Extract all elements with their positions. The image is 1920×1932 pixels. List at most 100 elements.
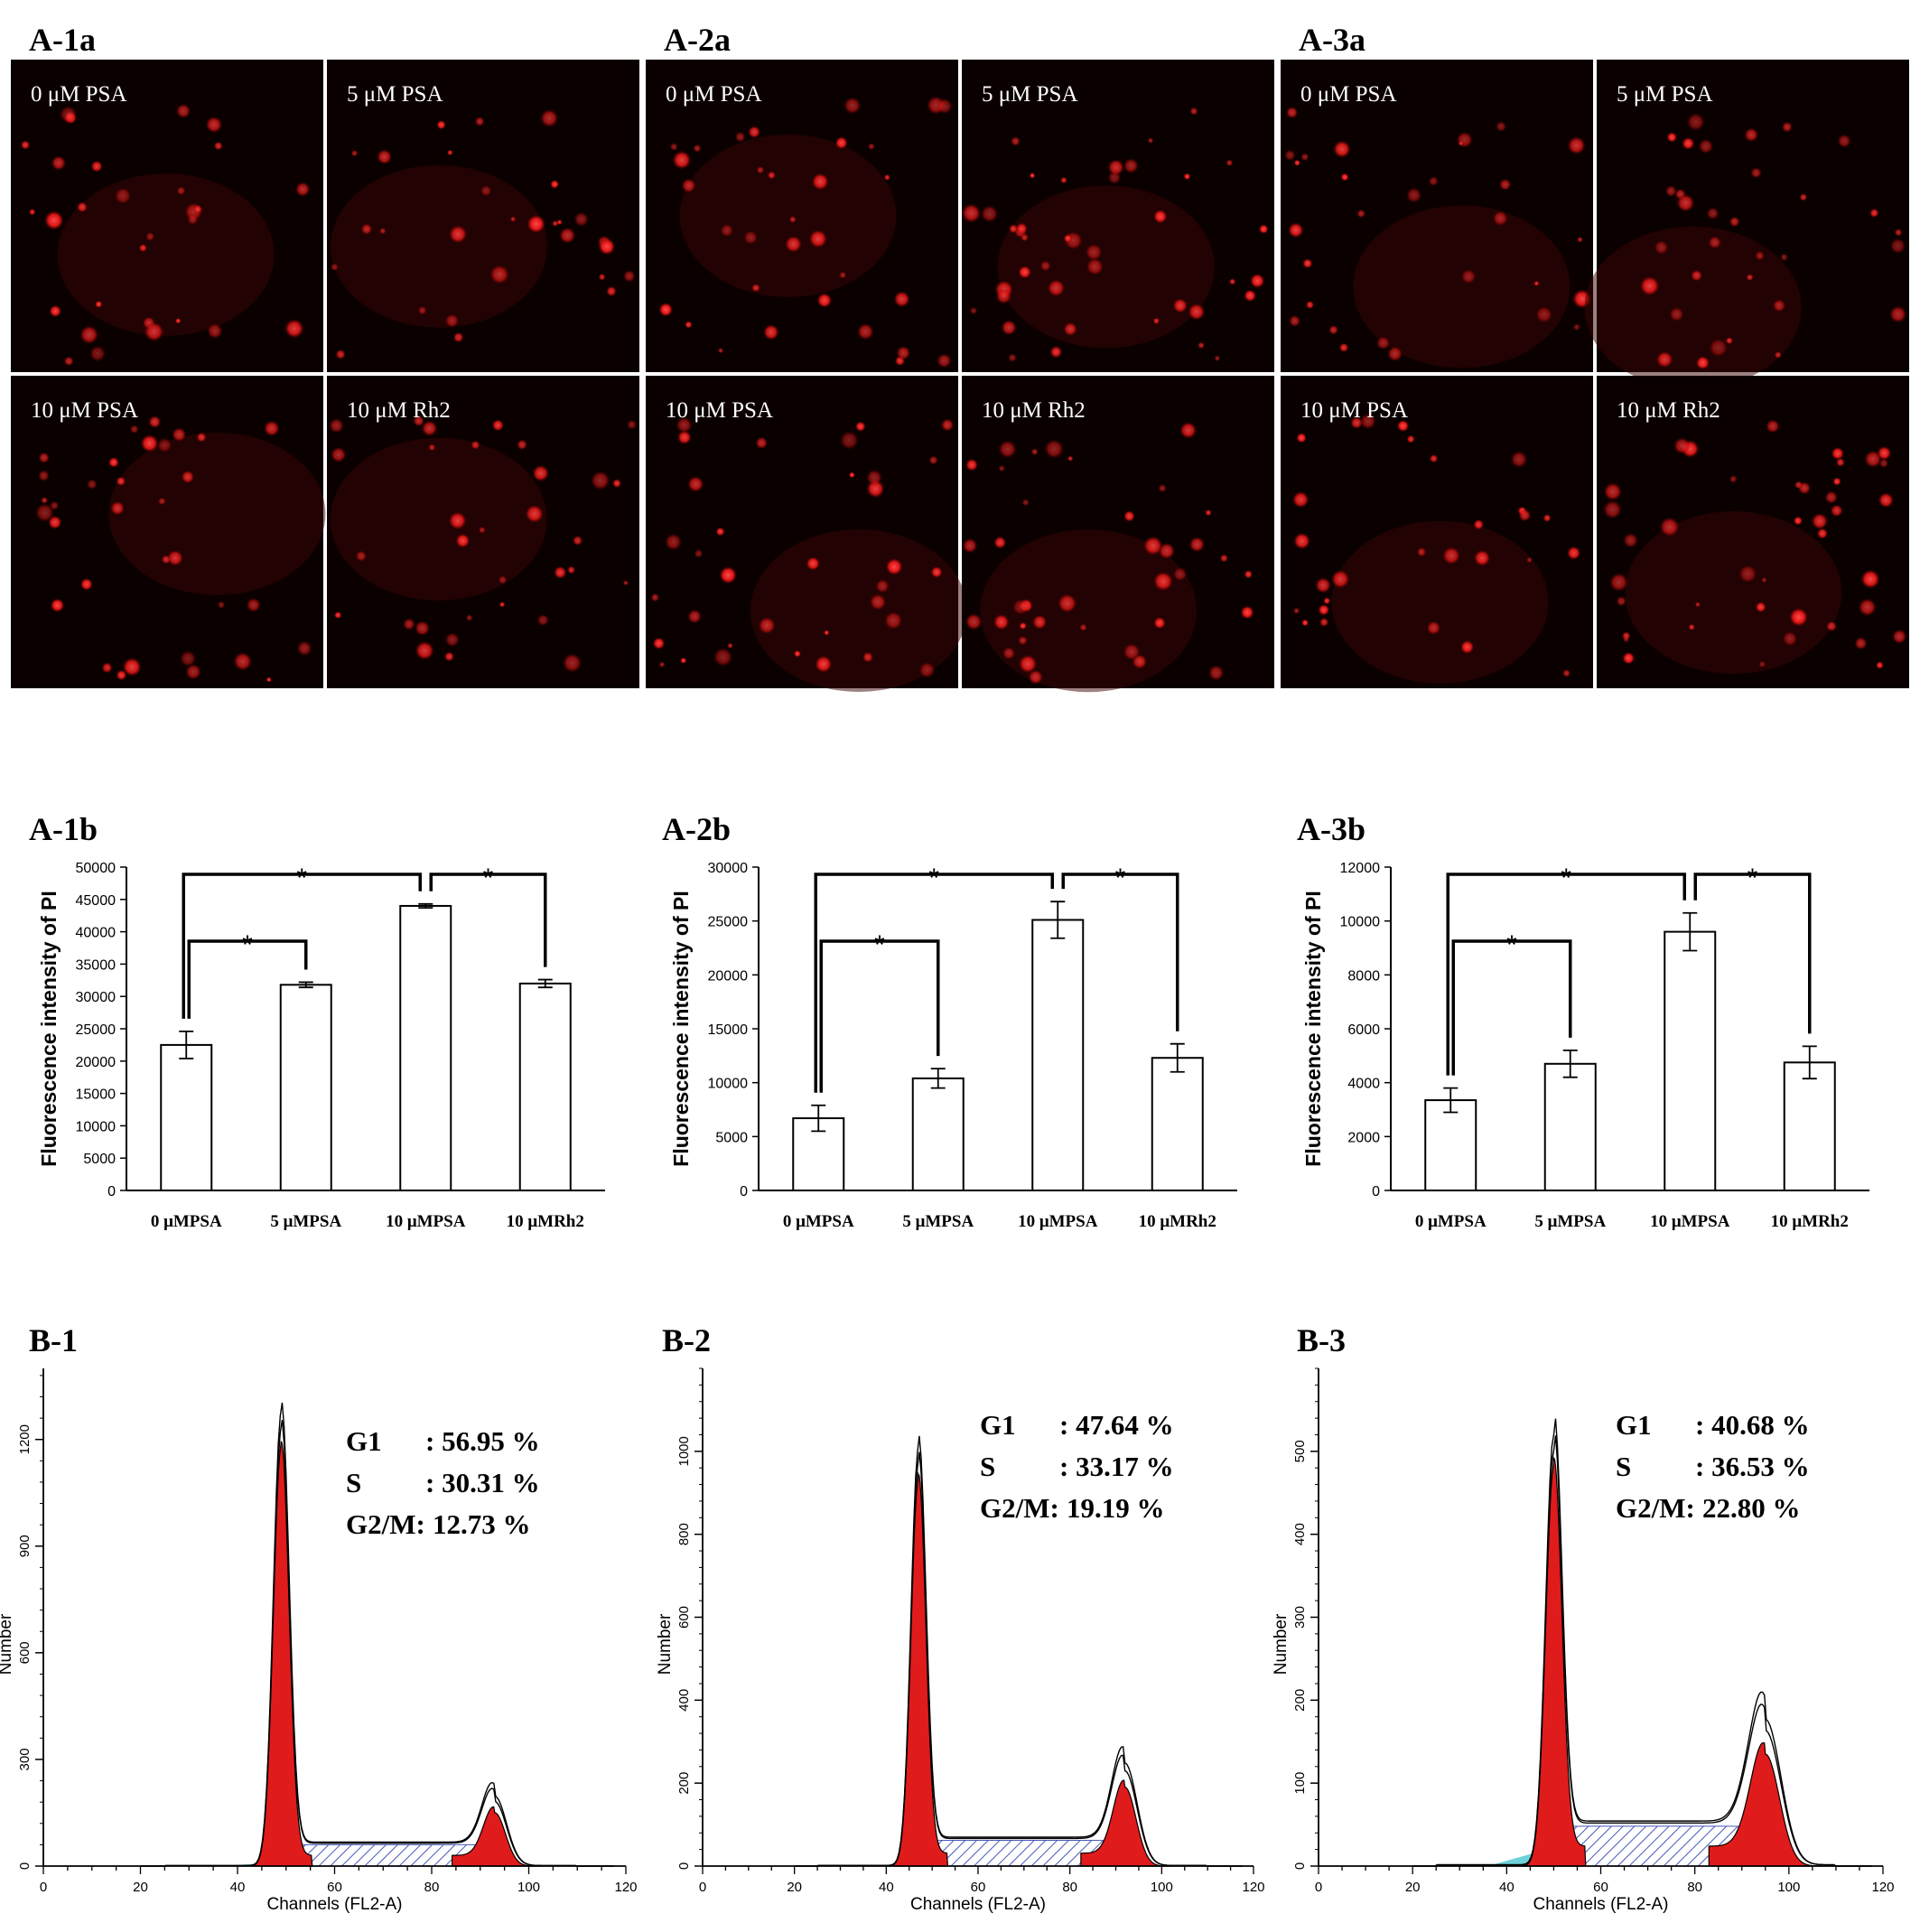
significance-bracket bbox=[182, 873, 422, 1019]
y-tick-label: 0 bbox=[740, 1184, 748, 1199]
histogram-outline bbox=[140, 1402, 615, 1867]
fluorescent-cell bbox=[883, 173, 890, 181]
fluorescent-cell bbox=[480, 184, 492, 197]
x-tick-label: 10 μMRh2 bbox=[1139, 1212, 1216, 1231]
fluorescent-cell bbox=[1826, 621, 1837, 632]
significance-star: * bbox=[1748, 863, 1758, 893]
x-tick-label: 0 μMPSA bbox=[783, 1212, 854, 1231]
fluorescent-cell bbox=[335, 349, 346, 359]
x-tick-label: 0 μMPSA bbox=[151, 1212, 222, 1231]
significance-bracket bbox=[819, 939, 940, 1093]
fluorescent-cell bbox=[1406, 187, 1422, 203]
fluorescent-cell bbox=[573, 211, 589, 227]
fluorescent-cell bbox=[532, 464, 549, 482]
fluorescent-cell bbox=[1830, 504, 1843, 518]
fluorescent-cell bbox=[540, 108, 559, 127]
y-tick-label: 15000 bbox=[76, 1087, 117, 1103]
fluorescent-cell bbox=[1396, 419, 1410, 433]
fluorescent-cell bbox=[839, 271, 847, 279]
fluorescent-cell bbox=[1780, 253, 1788, 261]
fluorescent-cell bbox=[1429, 454, 1439, 463]
histogram: B-1 0 300 600 900 1200 0 20 40 60 80 100 120 Channels… bbox=[0, 1322, 638, 1914]
fluorescent-cell bbox=[1292, 490, 1310, 509]
fluorescent-cell bbox=[217, 601, 226, 609]
fluorescent-cell bbox=[1350, 416, 1363, 429]
fluorescent-cell bbox=[1781, 121, 1793, 133]
fluorescent-cell bbox=[421, 420, 438, 437]
significance-star: * bbox=[928, 863, 939, 893]
fluorescent-cell bbox=[1694, 602, 1701, 608]
fluorescent-cell bbox=[1876, 661, 1884, 669]
fluorescent-cell bbox=[961, 203, 982, 223]
fluorescent-cell bbox=[196, 432, 207, 443]
significance-star: * bbox=[242, 930, 253, 960]
fluorescent-cell bbox=[185, 664, 201, 680]
fluorescent-cell bbox=[284, 319, 304, 339]
fluorescent-cell bbox=[650, 593, 659, 602]
significance-star: * bbox=[296, 863, 307, 893]
micrograph-tile: 10 μM Rh2 bbox=[327, 376, 639, 688]
fluorescent-cell bbox=[1323, 597, 1331, 605]
y-tick-label: 30000 bbox=[708, 861, 749, 876]
fluorescent-cell bbox=[1623, 533, 1638, 548]
fluorescent-cell bbox=[447, 149, 453, 156]
g2m-peak bbox=[1080, 1779, 1170, 1867]
fluorescent-cell bbox=[1824, 490, 1838, 504]
fluorescent-cell bbox=[1688, 623, 1695, 630]
fluorescent-cell bbox=[868, 143, 875, 150]
panel-label: A-1b bbox=[29, 811, 98, 847]
fluorescent-cell bbox=[1328, 325, 1338, 335]
fluorescent-cell bbox=[138, 243, 147, 253]
fluorescent-cell bbox=[857, 322, 874, 341]
fluorescent-cell bbox=[930, 566, 943, 578]
fluorescent-cell bbox=[213, 141, 223, 151]
y-tick-label: 0 bbox=[1372, 1184, 1380, 1199]
fluorescent-cell bbox=[1305, 300, 1315, 310]
fluorescent-cell bbox=[1811, 513, 1828, 530]
fluorescent-cell bbox=[1001, 320, 1017, 336]
fluorescent-cell bbox=[1293, 532, 1310, 550]
fluorescent-cell bbox=[474, 117, 485, 126]
micrograph-tile: 10 μM PSA bbox=[1281, 376, 1593, 688]
fluorescent-cell bbox=[1011, 136, 1021, 146]
fluorescent-cell bbox=[1603, 482, 1622, 501]
fluorescent-cell bbox=[1018, 266, 1031, 279]
y-tick-label: 0 bbox=[676, 1862, 692, 1870]
phase-name: S bbox=[980, 1451, 995, 1482]
fluorescent-cell bbox=[471, 440, 480, 450]
fluorescent-cell bbox=[612, 479, 622, 489]
x-axis-label: Channels (FL2-A) bbox=[910, 1895, 1046, 1914]
fluorescent-cell bbox=[993, 613, 1010, 630]
fluorescent-cell bbox=[1296, 433, 1307, 443]
fluorescent-cell bbox=[816, 293, 833, 308]
fluorescent-cell bbox=[1302, 258, 1313, 269]
fluorescent-cell bbox=[562, 653, 583, 673]
fluorescent-cell bbox=[116, 669, 127, 681]
fluorescent-cell bbox=[687, 609, 702, 624]
fluorescent-cell bbox=[1288, 222, 1304, 238]
fluorescent-cell bbox=[591, 471, 610, 490]
fluorescent-cell bbox=[79, 577, 93, 591]
fluorescent-cell bbox=[720, 223, 734, 238]
x-tick-label: 0 bbox=[40, 1880, 47, 1895]
fluorescent-cell bbox=[517, 439, 527, 451]
fluorescent-cell bbox=[29, 209, 36, 216]
fluorescent-cell bbox=[187, 214, 199, 225]
fluorescent-cell bbox=[1609, 573, 1628, 593]
fluorescent-cell bbox=[60, 106, 78, 124]
x-tick-label: 120 bbox=[1871, 1880, 1894, 1895]
fluorescent-cell bbox=[415, 621, 431, 636]
fluorescent-cell bbox=[1147, 137, 1154, 144]
fluorescent-cell bbox=[680, 657, 687, 664]
fluorescent-cell bbox=[350, 150, 359, 157]
fluorescent-cell bbox=[1496, 121, 1506, 132]
histogram: B-2 0 200 400 600 800 1000 0 20 40 60 80 100 120 Chann… bbox=[656, 1322, 1265, 1914]
treatment-label: 5 μM PSA bbox=[1617, 82, 1713, 107]
fluorescent-cell bbox=[1153, 571, 1173, 592]
micrograph-row: A-1a 0 μM PSA 5 μM PSA 10 μM PSA 10 μM Rh2 A-… bbox=[11, 22, 1909, 693]
fluorescent-cell bbox=[998, 440, 1017, 459]
fluorescent-cell bbox=[444, 313, 460, 328]
fluorescent-cell bbox=[1132, 654, 1148, 669]
fluorescent-cell bbox=[1535, 306, 1553, 323]
